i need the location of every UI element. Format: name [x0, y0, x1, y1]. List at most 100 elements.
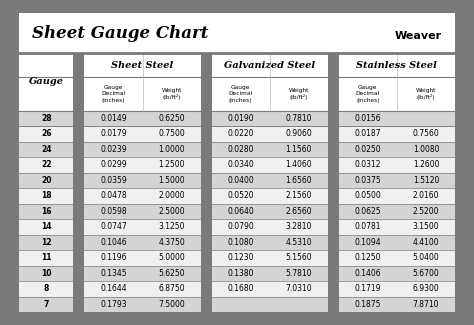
Text: 1.5000: 1.5000 — [158, 176, 185, 185]
Text: 0.0520: 0.0520 — [228, 191, 254, 200]
Bar — [84, 235, 201, 250]
Text: Weight
(lb/ft²): Weight (lb/ft²) — [162, 88, 182, 100]
Bar — [84, 188, 201, 203]
Text: 10: 10 — [41, 269, 52, 278]
Bar — [19, 296, 73, 312]
Bar — [84, 111, 201, 126]
Text: 0.0179: 0.0179 — [100, 129, 127, 138]
Bar — [84, 266, 201, 281]
Text: 0.1046: 0.1046 — [100, 238, 127, 247]
Bar — [19, 250, 73, 266]
Bar — [339, 126, 455, 141]
Bar — [339, 157, 455, 173]
Bar — [84, 250, 201, 266]
Bar — [339, 111, 455, 126]
Text: 6.8750: 6.8750 — [158, 284, 185, 293]
Bar — [19, 173, 73, 188]
Text: 1.0080: 1.0080 — [413, 145, 439, 154]
Text: Weaver: Weaver — [395, 31, 442, 41]
Text: 1.1560: 1.1560 — [285, 145, 312, 154]
Bar — [211, 77, 328, 110]
Bar — [211, 157, 328, 173]
Text: Gauge: Gauge — [29, 77, 64, 86]
Text: 3.2810: 3.2810 — [286, 222, 312, 231]
Bar — [19, 188, 73, 203]
Bar — [339, 141, 455, 157]
Text: Gauge
Decimal
(inches): Gauge Decimal (inches) — [356, 85, 380, 103]
Text: Galvanized Steel: Galvanized Steel — [224, 61, 315, 70]
Text: 0.1644: 0.1644 — [100, 284, 127, 293]
Bar — [19, 53, 455, 312]
Text: 16: 16 — [41, 207, 52, 216]
Text: 0.1680: 0.1680 — [228, 284, 254, 293]
Text: 0.0781: 0.0781 — [355, 222, 381, 231]
Bar — [84, 281, 201, 296]
Bar — [84, 203, 201, 219]
Bar — [19, 235, 73, 250]
Bar — [19, 157, 73, 173]
Bar — [339, 250, 455, 266]
Bar — [19, 111, 73, 126]
Text: 1.2500: 1.2500 — [158, 160, 185, 169]
Text: 7: 7 — [44, 300, 49, 309]
Text: 24: 24 — [41, 145, 52, 154]
Text: 0.0500: 0.0500 — [355, 191, 381, 200]
Text: 5.6700: 5.6700 — [412, 269, 439, 278]
Text: Gauge
Decimal
(inches): Gauge Decimal (inches) — [101, 85, 126, 103]
Bar — [84, 219, 201, 235]
Text: 0.7560: 0.7560 — [412, 129, 439, 138]
Text: 26: 26 — [41, 129, 52, 138]
Bar — [19, 53, 73, 77]
Text: 2.1560: 2.1560 — [285, 191, 312, 200]
Text: Sheet Gauge Chart: Sheet Gauge Chart — [32, 25, 209, 42]
Text: 2.0160: 2.0160 — [413, 191, 439, 200]
Bar — [84, 53, 201, 77]
Text: 2.5000: 2.5000 — [158, 207, 185, 216]
Text: 0.0156: 0.0156 — [355, 114, 381, 123]
Bar — [211, 126, 328, 141]
Text: 22: 22 — [41, 160, 52, 169]
Bar — [84, 173, 201, 188]
Bar — [19, 203, 73, 219]
Bar — [339, 281, 455, 296]
Text: 18: 18 — [41, 191, 52, 200]
Text: 0.0312: 0.0312 — [355, 160, 381, 169]
Bar — [211, 296, 328, 312]
Text: 5.0000: 5.0000 — [158, 253, 185, 262]
Bar — [339, 173, 455, 188]
Text: 0.0375: 0.0375 — [355, 176, 381, 185]
Text: 4.5310: 4.5310 — [285, 238, 312, 247]
Text: 1.4060: 1.4060 — [285, 160, 312, 169]
Text: 2.0000: 2.0000 — [158, 191, 185, 200]
Text: 0.1380: 0.1380 — [228, 269, 254, 278]
Text: 0.0299: 0.0299 — [100, 160, 127, 169]
Bar — [84, 141, 201, 157]
Text: 0.7500: 0.7500 — [158, 129, 185, 138]
Bar — [211, 266, 328, 281]
Text: 1.0000: 1.0000 — [158, 145, 185, 154]
Bar — [211, 188, 328, 203]
Text: 11: 11 — [41, 253, 52, 262]
Bar — [211, 219, 328, 235]
Bar — [211, 250, 328, 266]
Bar — [339, 219, 455, 235]
Text: 0.1875: 0.1875 — [355, 300, 381, 309]
Text: 0.0400: 0.0400 — [227, 176, 254, 185]
Bar — [84, 157, 201, 173]
Text: 3.1250: 3.1250 — [158, 222, 185, 231]
Text: 3.1500: 3.1500 — [413, 222, 439, 231]
Bar — [19, 77, 73, 110]
Text: 1.6560: 1.6560 — [285, 176, 312, 185]
Text: 0.1719: 0.1719 — [355, 284, 381, 293]
Text: 0.1230: 0.1230 — [228, 253, 254, 262]
Bar — [211, 281, 328, 296]
Text: 0.1196: 0.1196 — [100, 253, 127, 262]
Text: 0.0790: 0.0790 — [227, 222, 254, 231]
Text: 7.0310: 7.0310 — [285, 284, 312, 293]
Text: 0.0640: 0.0640 — [227, 207, 254, 216]
Text: 4.3750: 4.3750 — [158, 238, 185, 247]
Text: 0.0149: 0.0149 — [100, 114, 127, 123]
Text: 1.5120: 1.5120 — [413, 176, 439, 185]
Text: 0.1094: 0.1094 — [355, 238, 381, 247]
Text: 8: 8 — [44, 284, 49, 293]
